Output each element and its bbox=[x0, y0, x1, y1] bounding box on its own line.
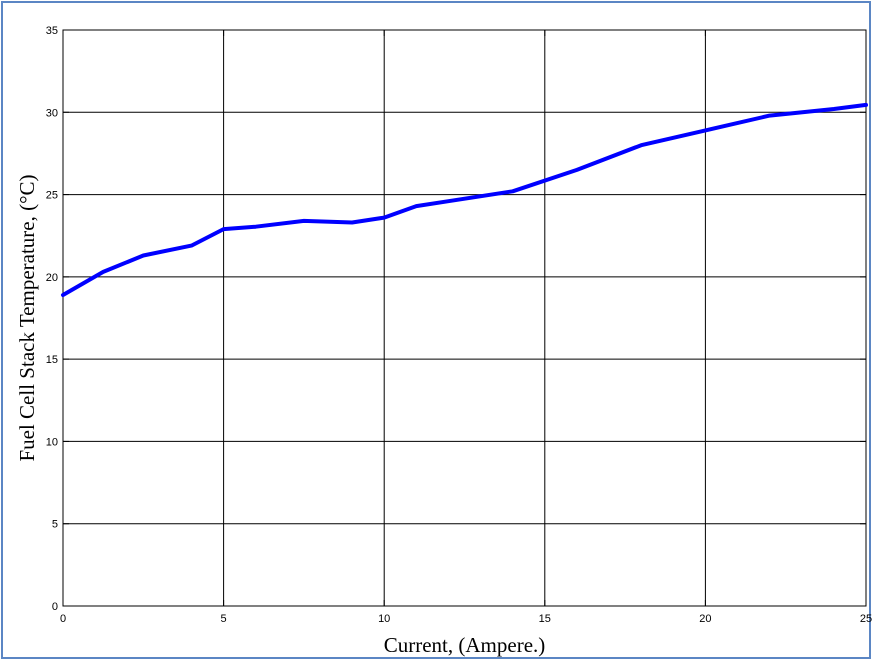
x-tick-label: 10 bbox=[378, 613, 390, 625]
plot-area bbox=[62, 29, 867, 607]
y-tick-label: 5 bbox=[52, 519, 58, 531]
y-tick-label: 15 bbox=[46, 354, 58, 366]
y-axis-label: Fuel Cell Stack Temperature, (°C) bbox=[15, 174, 39, 461]
axis-ticks bbox=[62, 29, 867, 607]
x-tick-label: 0 bbox=[60, 613, 66, 625]
x-axis-label: Current, (Ampere.) bbox=[384, 633, 546, 657]
y-tick-label: 20 bbox=[46, 272, 58, 284]
tick-labels: 0 5 10 15 20 25 0 5 10 15 20 25 30 35 bbox=[46, 25, 872, 625]
y-tick-label: 25 bbox=[46, 190, 58, 202]
y-tick-label: 30 bbox=[46, 107, 58, 119]
x-tick-label: 20 bbox=[699, 613, 711, 625]
y-tick-label: 10 bbox=[46, 436, 58, 448]
x-tick-label: 15 bbox=[539, 613, 551, 625]
y-tick-label: 35 bbox=[46, 25, 58, 37]
y-tick-label: 0 bbox=[52, 601, 58, 613]
series-line bbox=[61, 102, 868, 297]
x-tick-label: 25 bbox=[860, 613, 872, 625]
grid bbox=[62, 29, 867, 607]
x-tick-label: 5 bbox=[221, 613, 227, 625]
